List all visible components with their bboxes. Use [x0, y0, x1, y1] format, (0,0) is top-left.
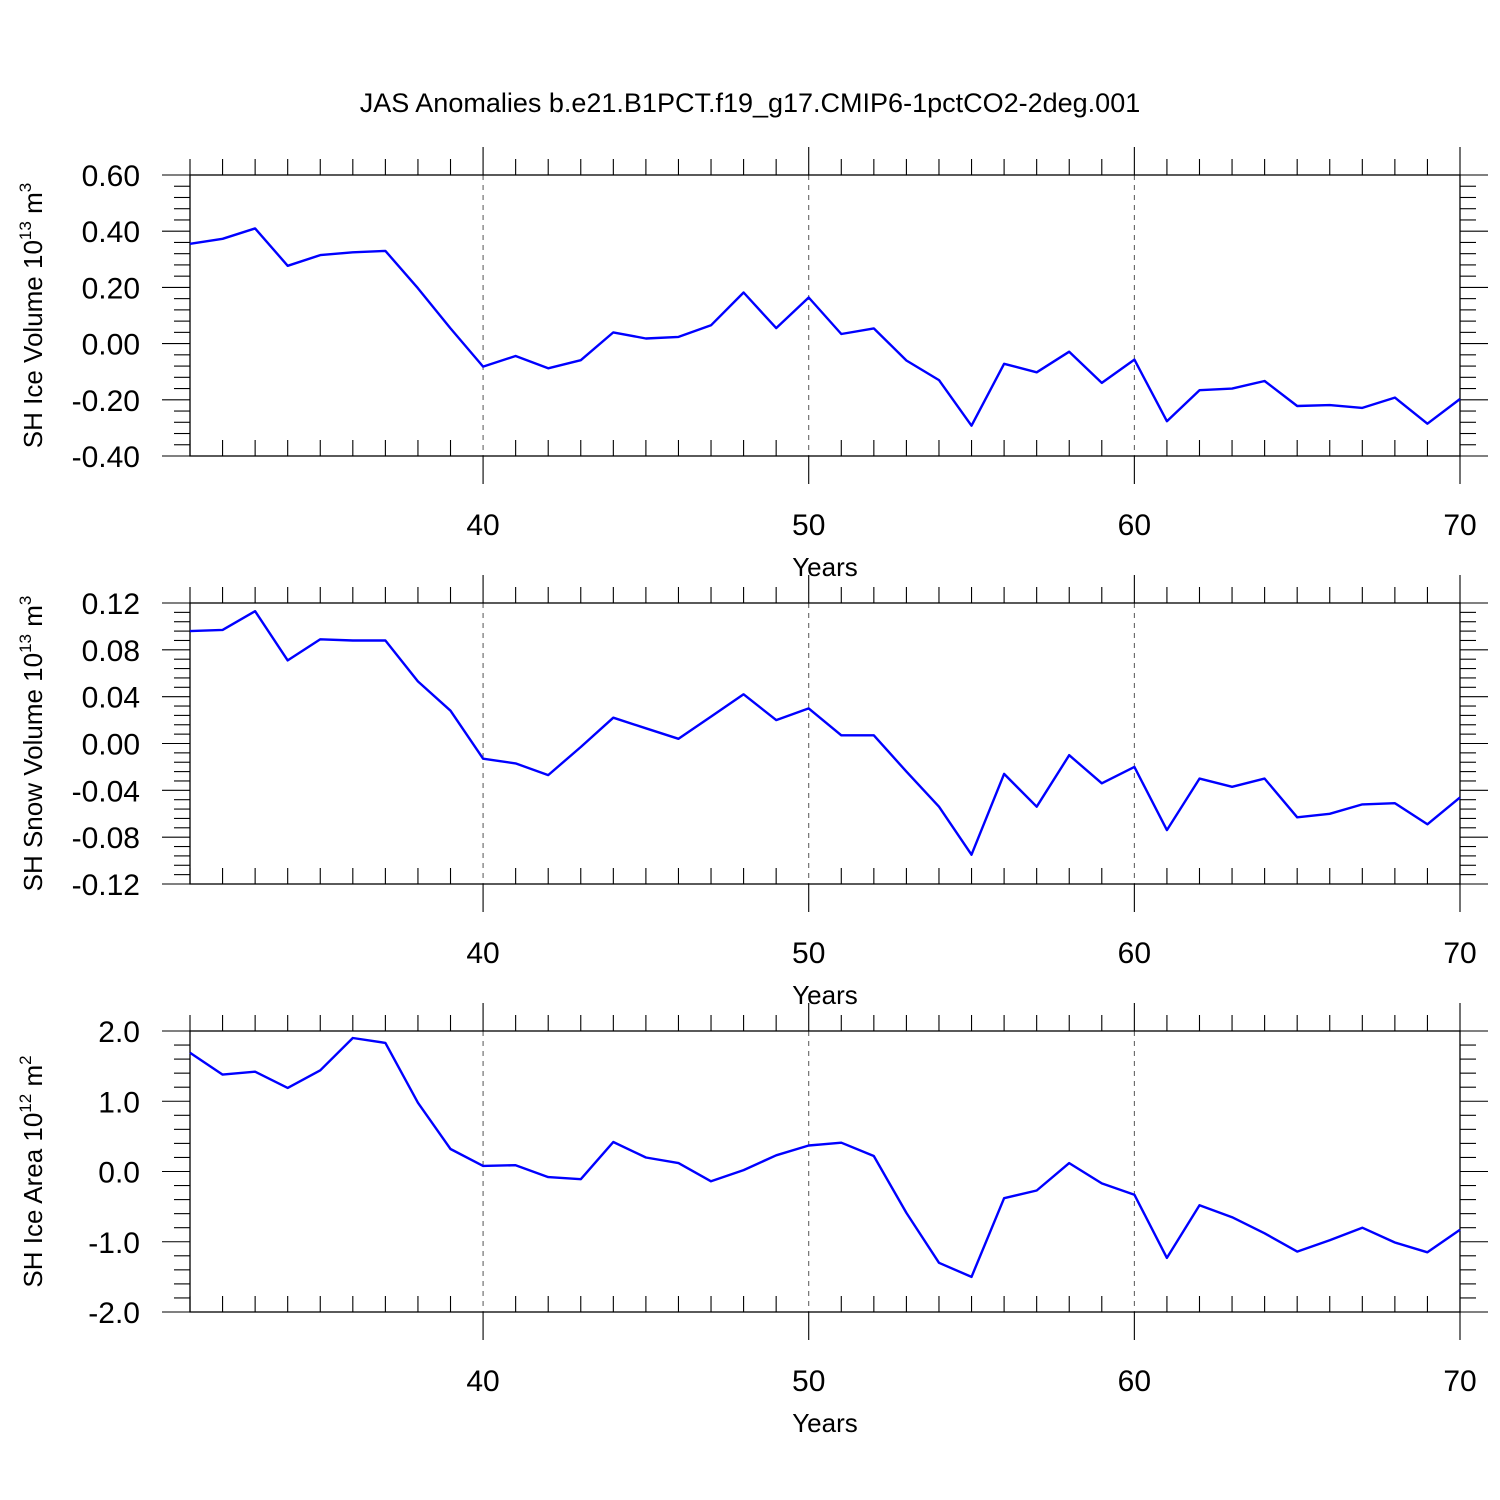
y-tick-label: 1.0 — [98, 1086, 140, 1119]
x-tick-label: 40 — [466, 937, 499, 970]
y-axis-label: SH Ice Volume 1013 m3 — [16, 183, 48, 448]
panel-2: 40 50 60 70 -0.12 -0.08 -0.04 0.00 0.04 0.08 0.12 Y… — [16, 575, 1488, 1010]
figure-title: JAS Anomalies b.e21.B1PCT.f19_g17.CMIP6-… — [360, 88, 1140, 118]
y-tick-label: 0.00 — [82, 329, 140, 362]
panels: 40 50 60 70 -0.40 -0.20 0.00 0.20 0.40 0.60 Years S… — [16, 147, 1488, 1438]
y-tick-label: -0.40 — [72, 441, 140, 474]
y-tick-label: -1.0 — [88, 1227, 140, 1260]
y-tick-label: 0.0 — [98, 1157, 140, 1190]
y-tick-label: 0.08 — [82, 635, 140, 668]
series-line — [189, 610, 1461, 856]
y-tick-label: 0.12 — [82, 588, 140, 621]
y-tick-label: 0.40 — [82, 216, 140, 249]
series-line — [189, 227, 1461, 427]
x-tick-label: 60 — [1118, 509, 1151, 542]
y-tick-label: -2.0 — [88, 1297, 140, 1330]
plot-frame — [189, 602, 1461, 885]
panel-1: 40 50 60 70 -0.40 -0.20 0.00 0.20 0.40 0.60 Years S… — [16, 147, 1488, 582]
y-tick-label: 0.00 — [82, 729, 140, 762]
y-tick-label: -0.12 — [72, 869, 140, 902]
x-tick-label: 50 — [792, 937, 825, 970]
series-line — [189, 1036, 1461, 1279]
x-tick-label: 40 — [466, 1365, 499, 1398]
x-tick-label: 50 — [792, 1365, 825, 1398]
x-tick-label: 60 — [1118, 1365, 1151, 1398]
y-tick-label: 0.60 — [82, 160, 140, 193]
x-tick-label: 70 — [1443, 937, 1476, 970]
y-tick-label: 0.20 — [82, 272, 140, 305]
plot-frame — [189, 174, 1461, 457]
y-tick-label: -0.04 — [72, 775, 140, 808]
x-tick-label: 60 — [1118, 937, 1151, 970]
x-tick-label: 40 — [466, 509, 499, 542]
x-tick-label: 50 — [792, 509, 825, 542]
y-tick-label: -0.08 — [72, 822, 140, 855]
y-axis-label: SH Ice Area 1012 m2 — [16, 1055, 48, 1287]
x-axis-label: Years — [792, 552, 858, 582]
panel-3: 40 50 60 70 -2.0 -1.0 0.0 1.0 2.0 Years SH Ice Are… — [16, 1003, 1488, 1438]
x-tick-label: 70 — [1443, 509, 1476, 542]
x-axis-label: Years — [792, 1408, 858, 1438]
y-tick-label: 2.0 — [98, 1016, 140, 1049]
x-tick-label: 70 — [1443, 1365, 1476, 1398]
y-tick-label: 0.04 — [82, 682, 140, 715]
x-axis-label: Years — [792, 980, 858, 1010]
y-tick-label: -0.20 — [72, 385, 140, 418]
y-axis-label: SH Snow Volume 1013 m3 — [16, 596, 48, 892]
plot-frame — [189, 1030, 1461, 1313]
